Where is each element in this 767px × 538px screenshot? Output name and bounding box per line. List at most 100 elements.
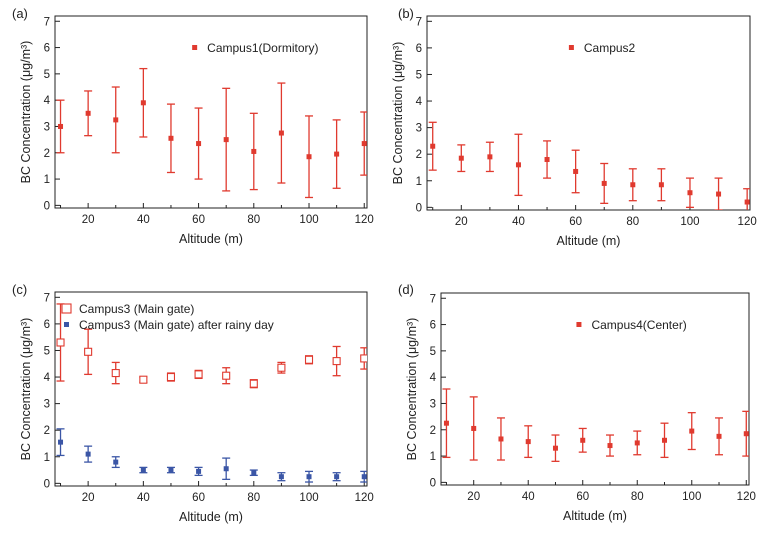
data-point (361, 141, 367, 147)
data-point (458, 155, 464, 161)
data-point (515, 162, 521, 168)
chart-panel-2: (b) 0 1 2 3 4 5 6 7 20 40 60 80 100 120 Altitude (m) BC … (391, 6, 757, 248)
data-point (168, 467, 174, 473)
panel-label: (a) (12, 6, 28, 21)
x-tick-label: 80 (626, 216, 639, 228)
data-point (278, 474, 284, 480)
data-point (139, 375, 148, 384)
y-tick-label: 5 (44, 69, 50, 81)
x-tick-label: 80 (247, 214, 260, 226)
legend-marker (192, 45, 198, 50)
legend-marker (64, 322, 69, 327)
data-point (113, 459, 119, 465)
x-tick-label: 100 (299, 214, 318, 226)
data-point (306, 154, 312, 160)
y-tick-label: 2 (44, 425, 50, 437)
y-tick-label: 0 (416, 202, 422, 214)
data-point (743, 431, 749, 437)
y-tick-label: 1 (44, 452, 50, 464)
y-tick-label: 5 (44, 345, 50, 357)
y-tick-label: 4 (44, 95, 51, 107)
data-point (634, 440, 640, 446)
x-tick-label: 120 (737, 491, 756, 503)
x-tick-label: 120 (355, 214, 374, 226)
legend-marker (568, 45, 574, 50)
data-point (544, 157, 550, 163)
plot-frame (54, 291, 368, 487)
data-point (111, 369, 120, 378)
data-point (85, 451, 91, 457)
x-tick-label: 40 (137, 492, 150, 504)
data-point (223, 466, 229, 472)
data-point (361, 474, 367, 480)
x-axis-label: Altitude (m) (179, 232, 243, 246)
y-tick-label: 2 (416, 149, 422, 161)
x-tick-label: 20 (82, 492, 95, 504)
data-point (573, 168, 579, 174)
y-tick-label: 2 (44, 148, 50, 160)
x-axis-label: Altitude (m) (557, 234, 621, 248)
data-point (306, 474, 312, 480)
y-tick-label: 7 (44, 16, 50, 28)
data-point (251, 470, 257, 476)
y-tick-label: 5 (416, 69, 422, 81)
y-tick-label: 3 (44, 121, 50, 133)
x-tick-label: 120 (355, 492, 374, 504)
data-point (443, 420, 449, 426)
data-point (658, 182, 664, 188)
y-tick-label: 4 (44, 372, 51, 384)
panel-label: (d) (398, 282, 414, 297)
y-tick-label: 7 (416, 16, 422, 28)
x-tick-label: 40 (522, 491, 535, 503)
x-axis-label: Altitude (m) (179, 510, 243, 524)
data-point (716, 433, 722, 439)
data-point (744, 199, 750, 205)
data-point (166, 372, 176, 382)
data-point (689, 428, 695, 434)
data-point (277, 363, 286, 372)
y-tick-label: 1 (44, 174, 50, 186)
data-point (58, 439, 64, 445)
x-tick-label: 80 (247, 492, 260, 504)
x-axis-label: Altitude (m) (563, 509, 627, 523)
data-point (360, 354, 367, 363)
y-tick-label: 7 (44, 292, 50, 304)
data-point (471, 425, 477, 431)
y-tick-label: 3 (430, 398, 436, 410)
data-point (332, 357, 341, 366)
data-point (223, 137, 229, 143)
x-tick-label: 20 (455, 216, 468, 228)
data-point (687, 190, 693, 196)
y-tick-label: 1 (416, 176, 422, 188)
y-tick-label: 0 (44, 200, 50, 212)
panel-label: (b) (398, 6, 414, 21)
y-tick-label: 4 (430, 372, 437, 384)
data-point (304, 355, 314, 364)
chart-panel-1: (a) 0 1 2 3 4 5 6 7 20 40 60 80 100 120 Altitude (m) BC … (12, 6, 374, 246)
legend-label: Campus3 (Main gate) after rainy day (79, 318, 274, 332)
y-tick-label: 1 (430, 451, 436, 463)
y-tick-label: 0 (430, 477, 436, 489)
data-point (222, 371, 231, 380)
x-tick-label: 20 (467, 491, 480, 503)
x-tick-label: 120 (738, 216, 757, 228)
y-tick-label: 3 (44, 399, 50, 411)
chart-panel-4: (d) 0 1 2 3 4 5 6 7 20 40 60 80 100 120 Altitude (m) BC … (398, 282, 756, 523)
y-tick-label: 6 (44, 319, 50, 331)
y-tick-label: 2 (430, 425, 436, 437)
marks-group (56, 303, 367, 483)
data-point (140, 467, 146, 473)
legend-marker (61, 303, 72, 314)
data-point (196, 141, 202, 147)
plot-frame (426, 15, 751, 211)
data-point (168, 135, 174, 141)
data-point (251, 148, 257, 154)
data-point (140, 100, 146, 106)
data-point (662, 437, 668, 443)
x-tick-label: 60 (192, 492, 205, 504)
y-tick-label: 5 (430, 346, 436, 358)
y-tick-label: 0 (44, 478, 50, 490)
legend-label: Campus4(Center) (591, 318, 686, 332)
legend-marker (576, 322, 582, 327)
